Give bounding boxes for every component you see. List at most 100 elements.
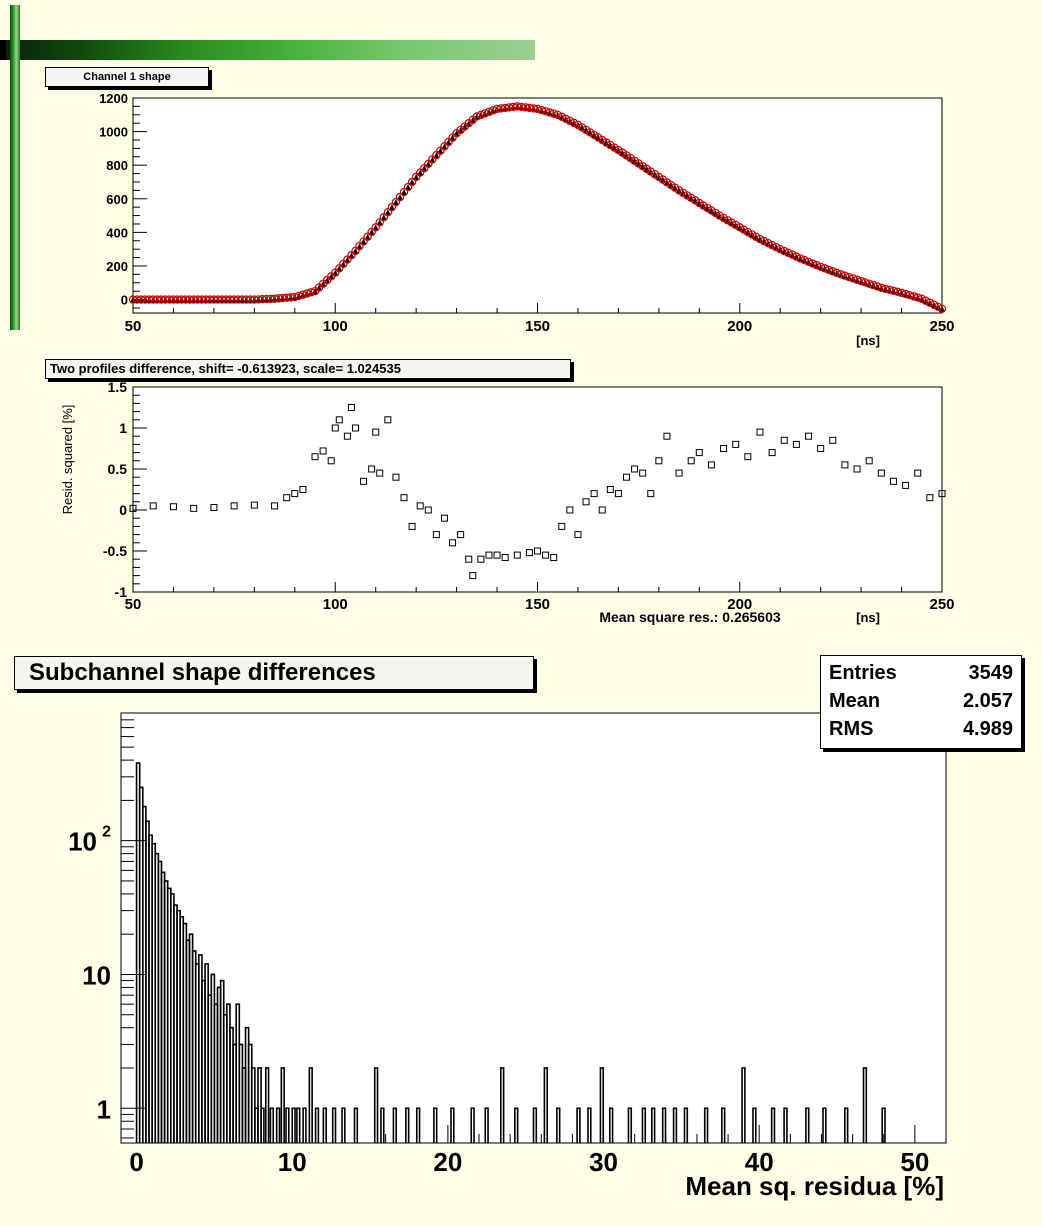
chart1-circle-marker (521, 103, 530, 112)
chart3-histogram-bin (433, 1107, 438, 1143)
chart3-histogram-bin (862, 1067, 868, 1143)
chart1-triangle-marker (465, 120, 472, 127)
chart2-square-marker (792, 440, 800, 448)
chart3-histogram-bin (392, 1107, 398, 1143)
chart2-square-marker (360, 477, 368, 485)
chart3-histogram-bin (608, 1107, 614, 1143)
chart1-circle-marker (836, 270, 846, 279)
chart3-histogram-bin (280, 1067, 285, 1143)
chart1-circle-marker (913, 293, 922, 302)
chart1-circle-marker (561, 114, 571, 124)
chart2-plot-frame (132, 386, 943, 593)
chart1-circle-marker (804, 257, 813, 266)
chart1-x-tick-label: 50 (125, 318, 142, 335)
chart1-triangle-marker (615, 147, 622, 154)
chart2-square-marker (622, 473, 630, 481)
chart1-triangle-marker (708, 207, 715, 214)
chart1-triangle-marker (716, 212, 723, 219)
chart2-square-marker (372, 428, 380, 436)
chart2-square-marker (432, 531, 440, 539)
chart2-square-marker (639, 469, 647, 477)
chart3-histogram-bin (296, 1107, 301, 1143)
chart3-y-tick-exponent: 2 (102, 824, 111, 841)
chart1-triangle-marker (700, 202, 707, 209)
chart3-histogram-bin (373, 1067, 379, 1143)
chart1-circle-marker (161, 295, 170, 304)
chart3-histogram-bin (599, 1067, 605, 1143)
chart1-circle-marker (476, 110, 486, 120)
chart1-circle-marker (553, 110, 562, 119)
chart2-square-marker (271, 502, 279, 510)
chart2-square-marker (311, 453, 319, 461)
chart2-square-marker (707, 461, 715, 469)
chart1-circle-marker (727, 218, 736, 227)
chart1-circle-marker (132, 295, 142, 304)
chart1-triangle-marker (396, 194, 403, 201)
chart1-triangle-marker (785, 249, 792, 256)
chart1-circle-marker (229, 295, 239, 304)
chart1-circle-marker (484, 107, 494, 117)
chart1-circle-marker (375, 218, 384, 227)
chart2-square-marker (817, 445, 825, 452)
chart2-square-marker (606, 486, 614, 493)
chart3-histogram-bin (641, 1107, 647, 1143)
chart3-y-tick-label: 10 (82, 960, 111, 990)
chart1-triangle-marker (720, 214, 727, 221)
chart1-triangle-marker (558, 113, 565, 120)
chart1-triangle-marker (688, 194, 695, 201)
chart1-circle-marker (254, 295, 263, 304)
chart1-circle-marker (735, 223, 744, 232)
chart1-circle-marker (747, 230, 757, 239)
chart3-histogram-bin (721, 1107, 726, 1143)
chart3-y-tick-label: 1 (97, 1094, 111, 1124)
chart1-triangle-marker (667, 182, 674, 189)
chart1-triangle-marker (765, 240, 772, 247)
stats-entries-value: 3549 (968, 662, 1014, 684)
chart3-histogram-bin (683, 1107, 689, 1143)
chart1-triangle-marker (595, 134, 602, 141)
chart2-square-marker (780, 436, 788, 444)
chart1-y-tick-label: 1000 (99, 125, 128, 140)
chart1-circle-marker (238, 295, 247, 304)
chart1-triangle-marker (934, 303, 941, 310)
chart1-circle-marker (565, 116, 575, 126)
chart2-square-marker (582, 498, 590, 506)
chart1-circle-marker (860, 278, 870, 287)
chart2-y-tick-label: -1 (115, 584, 128, 600)
chart1-circle-marker (812, 260, 821, 270)
chart1-circle-marker (759, 236, 769, 246)
chart1-circle-marker (403, 182, 413, 192)
chart2-square-marker (319, 447, 327, 455)
chart1-circle-marker (153, 295, 162, 304)
chart1-circle-marker (270, 294, 279, 303)
chart1-circle-marker (128, 295, 138, 304)
chart1-triangle-marker (583, 126, 590, 133)
chart1-triangle-marker (611, 144, 618, 151)
chart1-circle-marker (723, 216, 732, 225)
stats-row-rms: RMS 4.989 (829, 718, 1013, 746)
chart1-circle-marker (893, 287, 902, 297)
chart2-square-marker (574, 531, 582, 539)
chart1-triangle-marker (744, 229, 751, 236)
chart1-circle-marker (407, 177, 417, 187)
chart2-square-marker (841, 461, 849, 469)
chart2-x-tick-label: 150 (525, 596, 550, 613)
chart3-histogram-bin (822, 1107, 827, 1143)
chart1-triangle-marker (756, 236, 763, 243)
chart2-title: Two profiles difference, shift= -0.61392… (45, 359, 571, 379)
chart1-circle-marker (395, 192, 405, 202)
chart3-histogram-bin (661, 1107, 667, 1143)
chart1-circle-marker (719, 213, 728, 223)
chart2-square-marker (392, 473, 400, 481)
chart1-circle-marker (529, 104, 538, 113)
chart1-triangle-marker (696, 199, 703, 206)
chart1-circle-marker (217, 295, 227, 304)
chart1-triangle-marker (793, 253, 800, 260)
chart2-square-marker (210, 504, 218, 512)
chart3-histogram-bin (881, 1107, 886, 1143)
chart3-histogram-bin (770, 1107, 776, 1143)
chart1-circle-marker (149, 295, 158, 304)
chart1-circle-marker (881, 284, 890, 294)
chart2-square-marker (902, 481, 910, 489)
chart1-triangle-marker (724, 217, 731, 224)
